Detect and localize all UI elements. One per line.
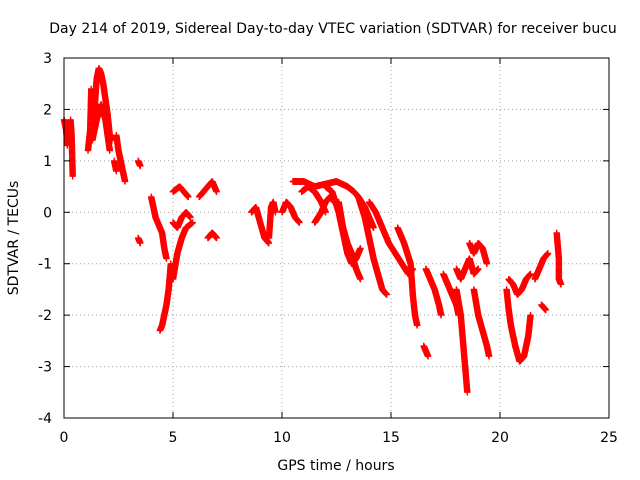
data-points [60,65,565,396]
data-point [113,167,120,175]
y-tick-label: -4 [38,411,52,427]
data-point [185,193,192,201]
x-tick-label: 0 [60,430,69,446]
data-point [137,162,144,170]
data-point [163,255,170,262]
y-tick-label: -2 [38,308,52,324]
x-tick-label: 10 [273,430,291,446]
data-point [189,219,196,226]
data-point [296,219,303,226]
x-tick-label: 20 [491,430,509,446]
y-tick-label: -1 [38,257,52,273]
y-tick-label: 1 [43,154,52,170]
y-tick-label: 2 [43,102,52,118]
y-tick-label: 3 [43,51,52,67]
data-point [121,178,129,185]
y-axis-label: SDTVAR / TECUs [6,181,22,296]
y-tick-label: -3 [38,360,52,376]
x-tick-label: 5 [169,430,178,446]
data-point [213,188,220,195]
x-axis-label: GPS time / hours [277,458,394,474]
x-tick-label: 15 [382,430,400,446]
y-tick-label: 0 [43,205,52,221]
data-point [187,214,194,221]
data-point [69,173,76,180]
data-point [272,209,279,216]
data-point [106,147,113,154]
x-tick-label: 25 [600,430,618,446]
chart-title: Day 214 of 2019, Sidereal Day-to-day VTE… [49,21,617,37]
data-point [213,234,220,242]
data-point [137,239,144,247]
